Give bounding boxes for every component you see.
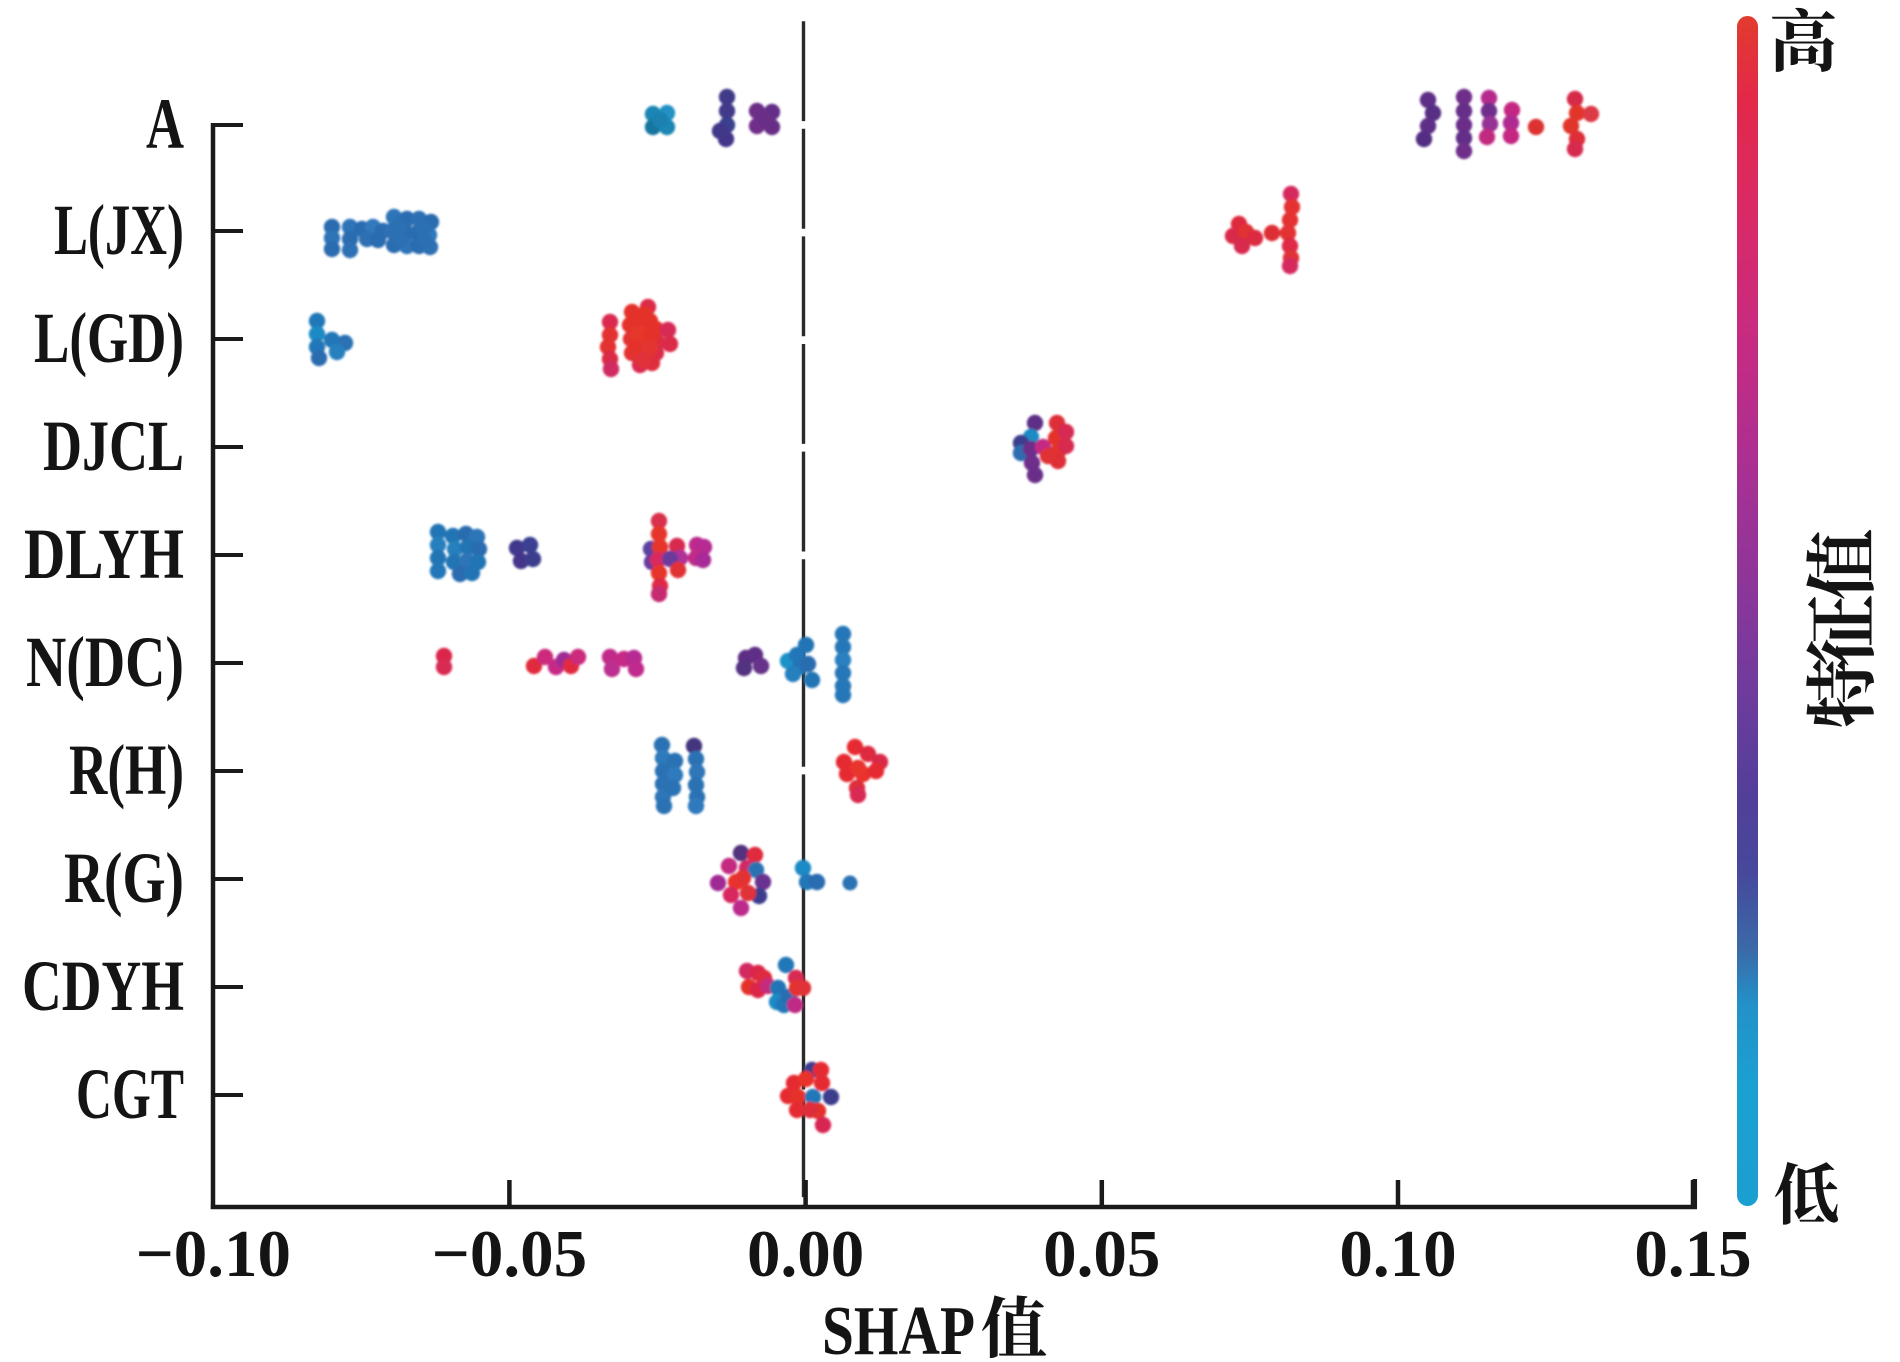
svg-text:R(G): R(G)	[64, 838, 184, 918]
svg-text:0.15: 0.15	[1634, 1217, 1751, 1291]
svg-text:N(DC): N(DC)	[26, 622, 184, 702]
svg-text:DLYH: DLYH	[24, 514, 184, 594]
svg-text:−0.10: −0.10	[136, 1217, 291, 1291]
svg-text:R(H): R(H)	[69, 730, 184, 810]
svg-text:CDYH: CDYH	[22, 946, 184, 1026]
svg-text:L(JX): L(JX)	[54, 190, 184, 270]
svg-text:−0.05: −0.05	[432, 1217, 587, 1291]
svg-text:L(GD): L(GD)	[34, 298, 184, 378]
svg-text:DJCL: DJCL	[43, 406, 184, 486]
svg-text:0.10: 0.10	[1339, 1217, 1456, 1291]
svg-text:SHAP: SHAP	[822, 1293, 975, 1362]
svg-text:0.00: 0.00	[747, 1217, 864, 1291]
svg-text:CGT: CGT	[76, 1054, 184, 1134]
svg-text:0.05: 0.05	[1043, 1217, 1160, 1291]
svg-text:A: A	[146, 84, 184, 164]
